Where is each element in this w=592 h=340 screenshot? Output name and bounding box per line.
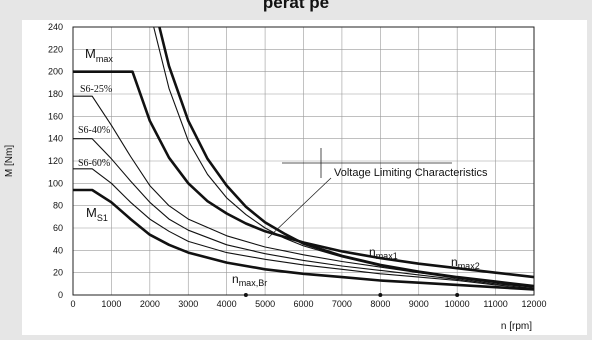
series-line-2 (73, 138, 535, 288)
x-ticks: 0 1000 2000 3000 4000 5000 6000 7000 8000 9000 100… (70, 299, 546, 309)
voltage-limit-label: Voltage Limiting Characteristics (334, 167, 488, 179)
nmax2-main: n (451, 255, 458, 269)
x-tick-label: 2000 (140, 299, 160, 309)
x-tick-label: 12000 (521, 299, 546, 309)
y-tick-label: 80 (53, 201, 63, 211)
y-tick-label: 180 (48, 89, 63, 99)
speed-marker (378, 293, 383, 297)
cut-off-title: perat pe (263, 0, 329, 12)
x-axis-label: n [rpm] (501, 321, 532, 332)
speed-marker (243, 293, 248, 297)
nmax1-label: nmax1 (369, 245, 398, 261)
x-tick-label: 3000 (178, 299, 198, 309)
mmax-label-sub: max (96, 54, 114, 64)
y-tick-label: 20 (53, 268, 63, 278)
series-line-4 (73, 188, 535, 291)
y-tick-label: 140 (48, 134, 63, 144)
ms1-label-sub: S1 (97, 213, 108, 223)
voltage-callout-leader (267, 177, 332, 239)
y-tick-label: 100 (48, 178, 63, 188)
nmax1-sub: max1 (376, 251, 398, 261)
nmax1-main: n (369, 245, 376, 259)
s6-60-label: S6-60% (78, 158, 110, 169)
y-tick-label: 120 (48, 156, 63, 166)
nmax2-label: nmax2 (451, 255, 480, 271)
x-tick-label: 10000 (445, 299, 470, 309)
series-line-3 (73, 168, 535, 289)
nmax-br-label: nmax,Br (232, 272, 267, 288)
mmax-label-main: M (85, 46, 96, 61)
x-tick-label: 9000 (409, 299, 429, 309)
ms1-label: MS1 (86, 205, 108, 223)
ms1-label-main: M (86, 205, 97, 220)
series-layer (73, 26, 535, 291)
x-tick-label: 6000 (293, 299, 313, 309)
x-tick-label: 7000 (332, 299, 352, 309)
y-tick-label: 60 (53, 223, 63, 233)
x-tick-label: 4000 (217, 299, 237, 309)
x-tick-label: 11000 (483, 299, 507, 309)
s6-25-label: S6-25% (80, 84, 112, 95)
speed-markers (243, 293, 460, 297)
plot-frame (72, 26, 535, 296)
y-tick-label: 160 (48, 111, 63, 121)
nmax2-sub: max2 (458, 261, 480, 271)
nmax-br-sub: max,Br (239, 278, 268, 288)
series-line-0 (73, 70, 535, 279)
y-tick-label: 220 (48, 44, 63, 54)
y-ticks: 0 20 40 60 80 100 120 140 160 180 200 220 240 (48, 22, 63, 300)
x-tick-label: 8000 (370, 299, 390, 309)
y-tick-label: 200 (48, 67, 63, 77)
x-tick-label: 1000 (101, 299, 121, 309)
nmax-br-main: n (232, 272, 239, 286)
mmax-label: Mmax (85, 46, 113, 64)
series-line-6 (153, 26, 535, 288)
x-tick-label: 5000 (255, 299, 275, 309)
y-axis-label: M [Nm] (4, 145, 15, 177)
speed-marker (455, 293, 460, 297)
s6-40-label: S6-40% (78, 125, 110, 136)
x-tick-label: 0 (70, 299, 75, 309)
y-tick-label: 0 (58, 290, 63, 300)
y-tick-label: 240 (48, 22, 63, 32)
series-line-5 (158, 26, 535, 288)
y-tick-label: 40 (53, 245, 63, 255)
